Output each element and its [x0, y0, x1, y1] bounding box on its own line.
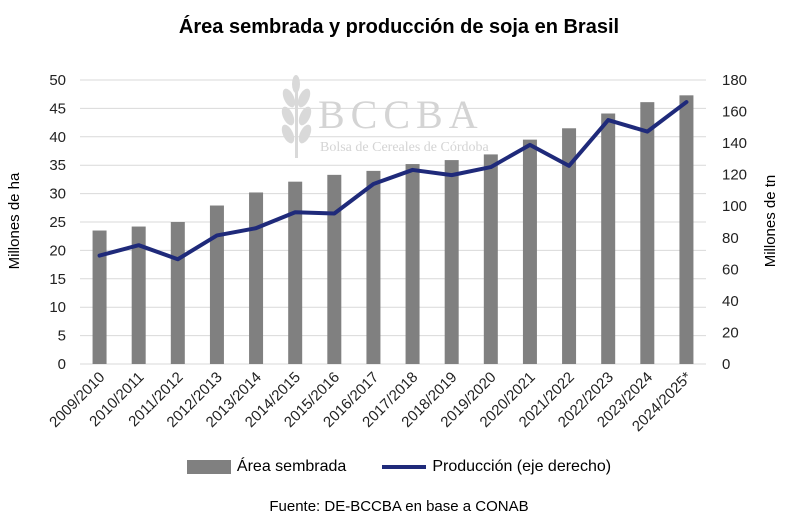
chart-title: Área sembrada y producción de soja en Br… — [178, 16, 620, 38]
y2-tick-label: 160 — [722, 104, 747, 121]
y-tick-label: 0 — [58, 356, 66, 373]
bar — [405, 164, 420, 364]
bar — [209, 205, 224, 364]
source-note: Fuente: DE-BCCBA en base a CONAB — [269, 498, 529, 515]
bar — [170, 222, 185, 364]
legend-item-area: Área sembrada — [186, 458, 347, 476]
y2-tick-label: 60 — [722, 261, 739, 278]
bar — [249, 192, 264, 364]
bar — [562, 128, 577, 364]
left-axis-title: Millones de ha — [6, 172, 23, 269]
y2-tick-label: 140 — [722, 135, 747, 152]
left-axis-ticks: 0 5 10 15 20 25 30 35 40 45 50 — [49, 72, 66, 373]
bar — [444, 160, 459, 364]
y-tick-label: 40 — [49, 129, 66, 146]
bar — [131, 226, 146, 364]
y2-tick-label: 40 — [722, 293, 739, 310]
legend-swatch-bar — [186, 460, 231, 474]
y2-tick-label: 100 — [722, 198, 747, 215]
y2-tick-label: 0 — [722, 356, 730, 373]
y-tick-label: 35 — [49, 157, 66, 174]
bar — [640, 102, 655, 364]
bar — [327, 174, 342, 364]
wheat-icon — [281, 75, 312, 158]
y-tick-label: 15 — [49, 271, 66, 288]
legend-label-area: Área sembrada — [236, 458, 347, 475]
watermark-name: BCCBA — [318, 92, 484, 137]
y-tick-label: 50 — [49, 72, 66, 89]
y2-tick-label: 120 — [722, 167, 747, 184]
bar — [366, 170, 381, 364]
y-tick-label: 30 — [49, 186, 66, 203]
bar — [288, 181, 303, 364]
line-series-production — [97, 100, 689, 262]
right-axis-ticks: 0 20 40 60 80 100 120 140 160 180 — [722, 72, 747, 373]
y-tick-label: 5 — [58, 328, 66, 345]
legend: Área sembrada Producción (eje derecho) — [0, 458, 798, 476]
y2-tick-label: 80 — [722, 230, 739, 247]
production-line — [97, 100, 689, 262]
bar — [483, 154, 498, 364]
bar — [522, 139, 537, 364]
x-axis-ticks: 2009/20102010/20112011/20122012/20132013… — [46, 369, 695, 435]
y-tick-label: 10 — [49, 299, 66, 316]
y-tick-label: 25 — [49, 214, 66, 231]
bar-series-area — [92, 95, 694, 365]
legend-swatch-line — [382, 465, 427, 469]
bar — [92, 230, 107, 364]
bccba-watermark-logo: BCCBA Bolsa de Cereales de Córdoba — [281, 75, 490, 158]
watermark-subtitle: Bolsa de Cereales de Córdoba — [320, 140, 490, 155]
y2-tick-label: 180 — [722, 72, 747, 89]
right-axis-title: Millones de tn — [762, 175, 779, 268]
bar — [601, 113, 616, 365]
legend-label-production: Producción (eje derecho) — [432, 458, 612, 475]
bar — [679, 95, 694, 364]
y2-tick-label: 20 — [722, 324, 739, 341]
legend-item-production: Producción (eje derecho) — [382, 458, 611, 476]
y-tick-label: 20 — [49, 242, 66, 259]
y-tick-label: 45 — [49, 100, 66, 117]
